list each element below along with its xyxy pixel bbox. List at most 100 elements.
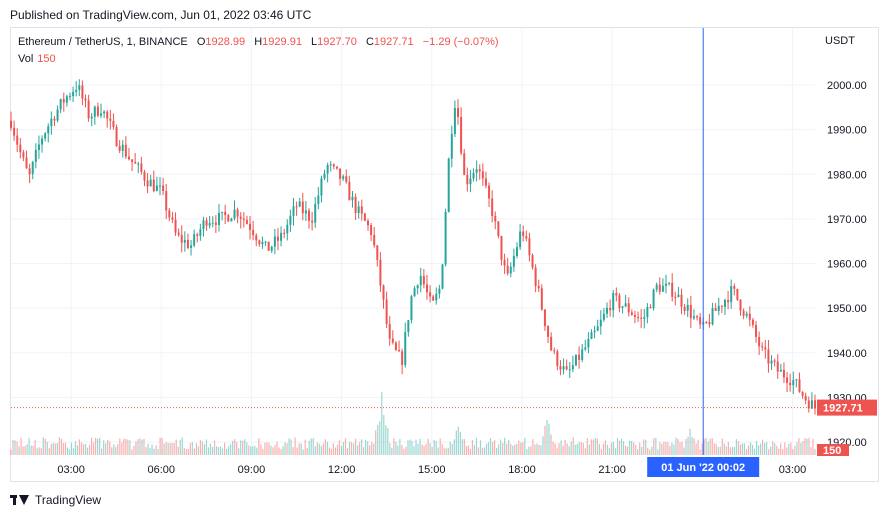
volume-bar — [401, 445, 403, 455]
volume-bar — [473, 445, 476, 455]
volume-bar — [790, 442, 792, 455]
volume-bar — [661, 443, 663, 455]
candle-body — [283, 232, 286, 234]
volume-bar — [352, 443, 355, 455]
tradingview-footer[interactable]: TradingView — [10, 493, 101, 507]
candle-body — [599, 319, 602, 327]
candle-body — [394, 342, 397, 350]
candle-body — [606, 307, 609, 314]
volume-bar — [99, 437, 101, 455]
candle-body — [531, 255, 534, 268]
volume-bar — [365, 439, 367, 455]
candle-body — [339, 168, 342, 179]
volume-bar — [169, 442, 171, 455]
volume-bar — [185, 449, 187, 455]
volume-bar — [82, 444, 85, 455]
volume-bar — [236, 441, 238, 455]
volume-bar — [733, 446, 735, 455]
volume-bar — [107, 439, 109, 455]
candle-body — [345, 176, 348, 182]
volume-bar — [292, 447, 294, 455]
volume-bar — [54, 443, 56, 455]
candle-body — [602, 313, 605, 320]
volume-bar — [127, 439, 129, 455]
volume-bar — [60, 438, 62, 455]
candle-body — [208, 223, 211, 226]
candle-body — [112, 120, 115, 127]
candle-body — [242, 218, 245, 220]
volume-bar — [371, 441, 373, 455]
volume-bar — [48, 448, 50, 455]
candle-body — [637, 316, 640, 318]
volume-bar — [737, 441, 740, 455]
volume-bar — [739, 444, 742, 455]
volume-bar — [28, 437, 30, 455]
volume-bar — [471, 439, 474, 455]
volume-bar — [18, 446, 20, 455]
volume-bar — [540, 445, 542, 455]
candle-body — [609, 307, 612, 311]
candle-body — [506, 265, 509, 274]
volume-bar — [149, 447, 151, 455]
candle-body — [127, 156, 130, 160]
x-tick-label: 21:00 — [598, 464, 626, 476]
candle-body — [186, 239, 189, 248]
open-value: 1928.99 — [205, 36, 246, 48]
volume-bar — [449, 441, 451, 455]
volume-bar — [502, 442, 504, 455]
volume-bar — [735, 439, 738, 455]
volume-bar — [532, 439, 534, 455]
volume-bar — [361, 439, 363, 455]
candle-body — [252, 229, 255, 236]
volume-bar — [320, 446, 322, 455]
volume-bar — [451, 443, 453, 455]
volume-bar — [683, 447, 685, 455]
candle-body — [488, 185, 491, 199]
y-tick-label: 1940.00 — [827, 348, 867, 360]
volume-bar — [40, 448, 42, 455]
candle-body — [171, 217, 174, 220]
candle-body — [84, 98, 87, 101]
candle-body — [537, 285, 540, 289]
candle-body — [574, 354, 577, 366]
volume-bar — [20, 437, 22, 455]
volume-bar — [191, 442, 193, 455]
candle-body — [245, 219, 248, 224]
candle-body — [615, 293, 618, 296]
volume-bar — [129, 440, 131, 455]
candle-body — [115, 126, 118, 147]
candle-body — [137, 163, 140, 165]
candle-body — [565, 366, 568, 370]
volume-bar — [226, 448, 228, 455]
volume-bar — [429, 443, 431, 455]
volume-bar — [334, 447, 337, 455]
volume-bar — [101, 448, 103, 455]
volume-bar — [546, 419, 548, 455]
volume-bar — [258, 438, 260, 455]
candle-body — [75, 89, 78, 92]
candle-body — [267, 241, 270, 251]
volume-bar — [798, 438, 800, 455]
chart-frame[interactable] — [10, 27, 879, 482]
candle-body — [264, 241, 267, 243]
volume-bar — [117, 444, 119, 455]
candle-body — [407, 320, 410, 333]
volume-bar — [574, 444, 576, 455]
volume-bar — [30, 445, 32, 455]
volume-bar — [385, 425, 387, 455]
candle-body — [41, 138, 44, 145]
volume-bar — [260, 444, 262, 455]
volume-bar — [445, 448, 447, 455]
y-tick-label: 1960.00 — [827, 259, 867, 271]
candle-body — [404, 332, 407, 365]
volume-bar — [796, 442, 798, 455]
volume-bar — [407, 440, 409, 455]
volume-bar — [379, 421, 381, 455]
candle-body — [155, 185, 158, 191]
candle-body — [10, 120, 12, 128]
volume-bar — [223, 442, 226, 455]
candle-body — [16, 135, 19, 145]
volume-bar — [264, 442, 266, 455]
candle-body — [34, 149, 37, 162]
